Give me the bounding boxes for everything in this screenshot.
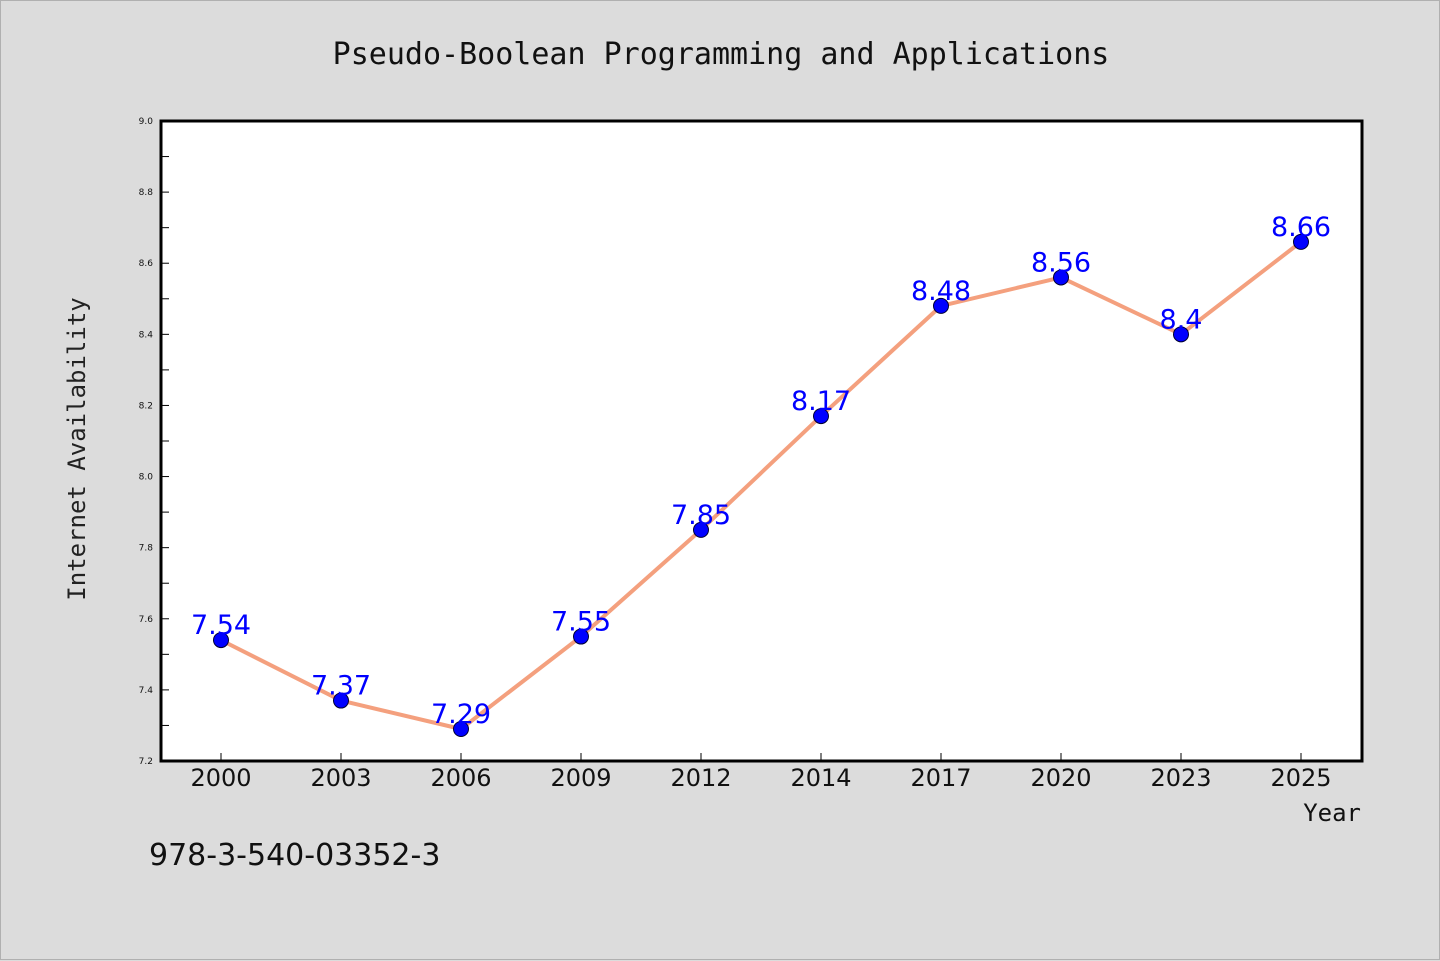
x-axis: 2000 2003 2006 2009 2012 2014 2017 2020 2023 2025: [190, 753, 1332, 792]
data-label: 7.85: [671, 500, 731, 531]
x-tick-label: 2006: [430, 764, 491, 792]
data-label: 8.4: [1160, 304, 1203, 335]
x-tick-label: 2020: [1030, 764, 1091, 792]
data-label: 7.55: [551, 607, 611, 638]
y-tick-label: 9.0: [139, 117, 154, 127]
data-point: [933, 297, 949, 314]
y-tick-label: 7.6: [139, 615, 154, 625]
y-tick-label: 8.0: [139, 473, 154, 483]
x-tick-label: 2014: [790, 764, 851, 792]
y-axis: 7.2 7.4 7.6 7.8 8.0 8.2 8.4 8.6 8.8 9.0: [139, 117, 169, 767]
data-label: 8.17: [791, 386, 851, 417]
data-label: 7.37: [311, 671, 371, 702]
series-line: [220, 240, 1303, 731]
series-line-group: 7.54 7.37 7.29 7.55 7.85 8.17 8.48 8.56 8.4 8.66: [191, 212, 1331, 737]
data-point: [1173, 326, 1189, 343]
x-tick-label: 2012: [670, 764, 731, 792]
y-tick-label: 8.8: [139, 188, 154, 198]
data-point: [453, 721, 469, 737]
data-point: [573, 628, 589, 645]
data-point: [1053, 269, 1069, 286]
data-label: 8.48: [911, 276, 971, 307]
data-point: [1293, 233, 1309, 250]
y-tick-label: 8.2: [139, 401, 153, 411]
y-tick-label: 8.4: [139, 330, 154, 340]
x-tick-label: 2023: [1150, 764, 1211, 792]
y-tick-label: 7.8: [139, 544, 154, 554]
isbn-text: 978-3-540-03352-3: [149, 838, 440, 873]
y-tick-label: 8.6: [139, 259, 154, 269]
x-axis-label: Year: [1303, 799, 1361, 827]
data-label: 7.54: [191, 610, 251, 641]
x-tick-label: 2000: [190, 764, 251, 792]
x-tick-label: 2025: [1270, 764, 1331, 792]
y-axis-label: Internet Availability: [63, 297, 91, 600]
data-label: 8.56: [1031, 247, 1091, 278]
x-tick-label: 2009: [550, 764, 611, 792]
chart-title: Pseudo-Boolean Programming and Applicati…: [333, 37, 1110, 72]
data-point: [213, 632, 229, 649]
y-tick-label: 7.4: [139, 686, 154, 696]
x-tick-label: 2017: [910, 764, 971, 792]
x-tick-label: 2003: [310, 764, 371, 792]
data-label: 7.29: [431, 699, 491, 730]
data-point: [813, 408, 829, 425]
data-point: [333, 692, 349, 709]
y-tick-label: 7.2: [139, 757, 153, 767]
plot-area: [159, 119, 1364, 763]
data-label: 8.66: [1271, 212, 1331, 243]
data-point: [693, 521, 709, 538]
